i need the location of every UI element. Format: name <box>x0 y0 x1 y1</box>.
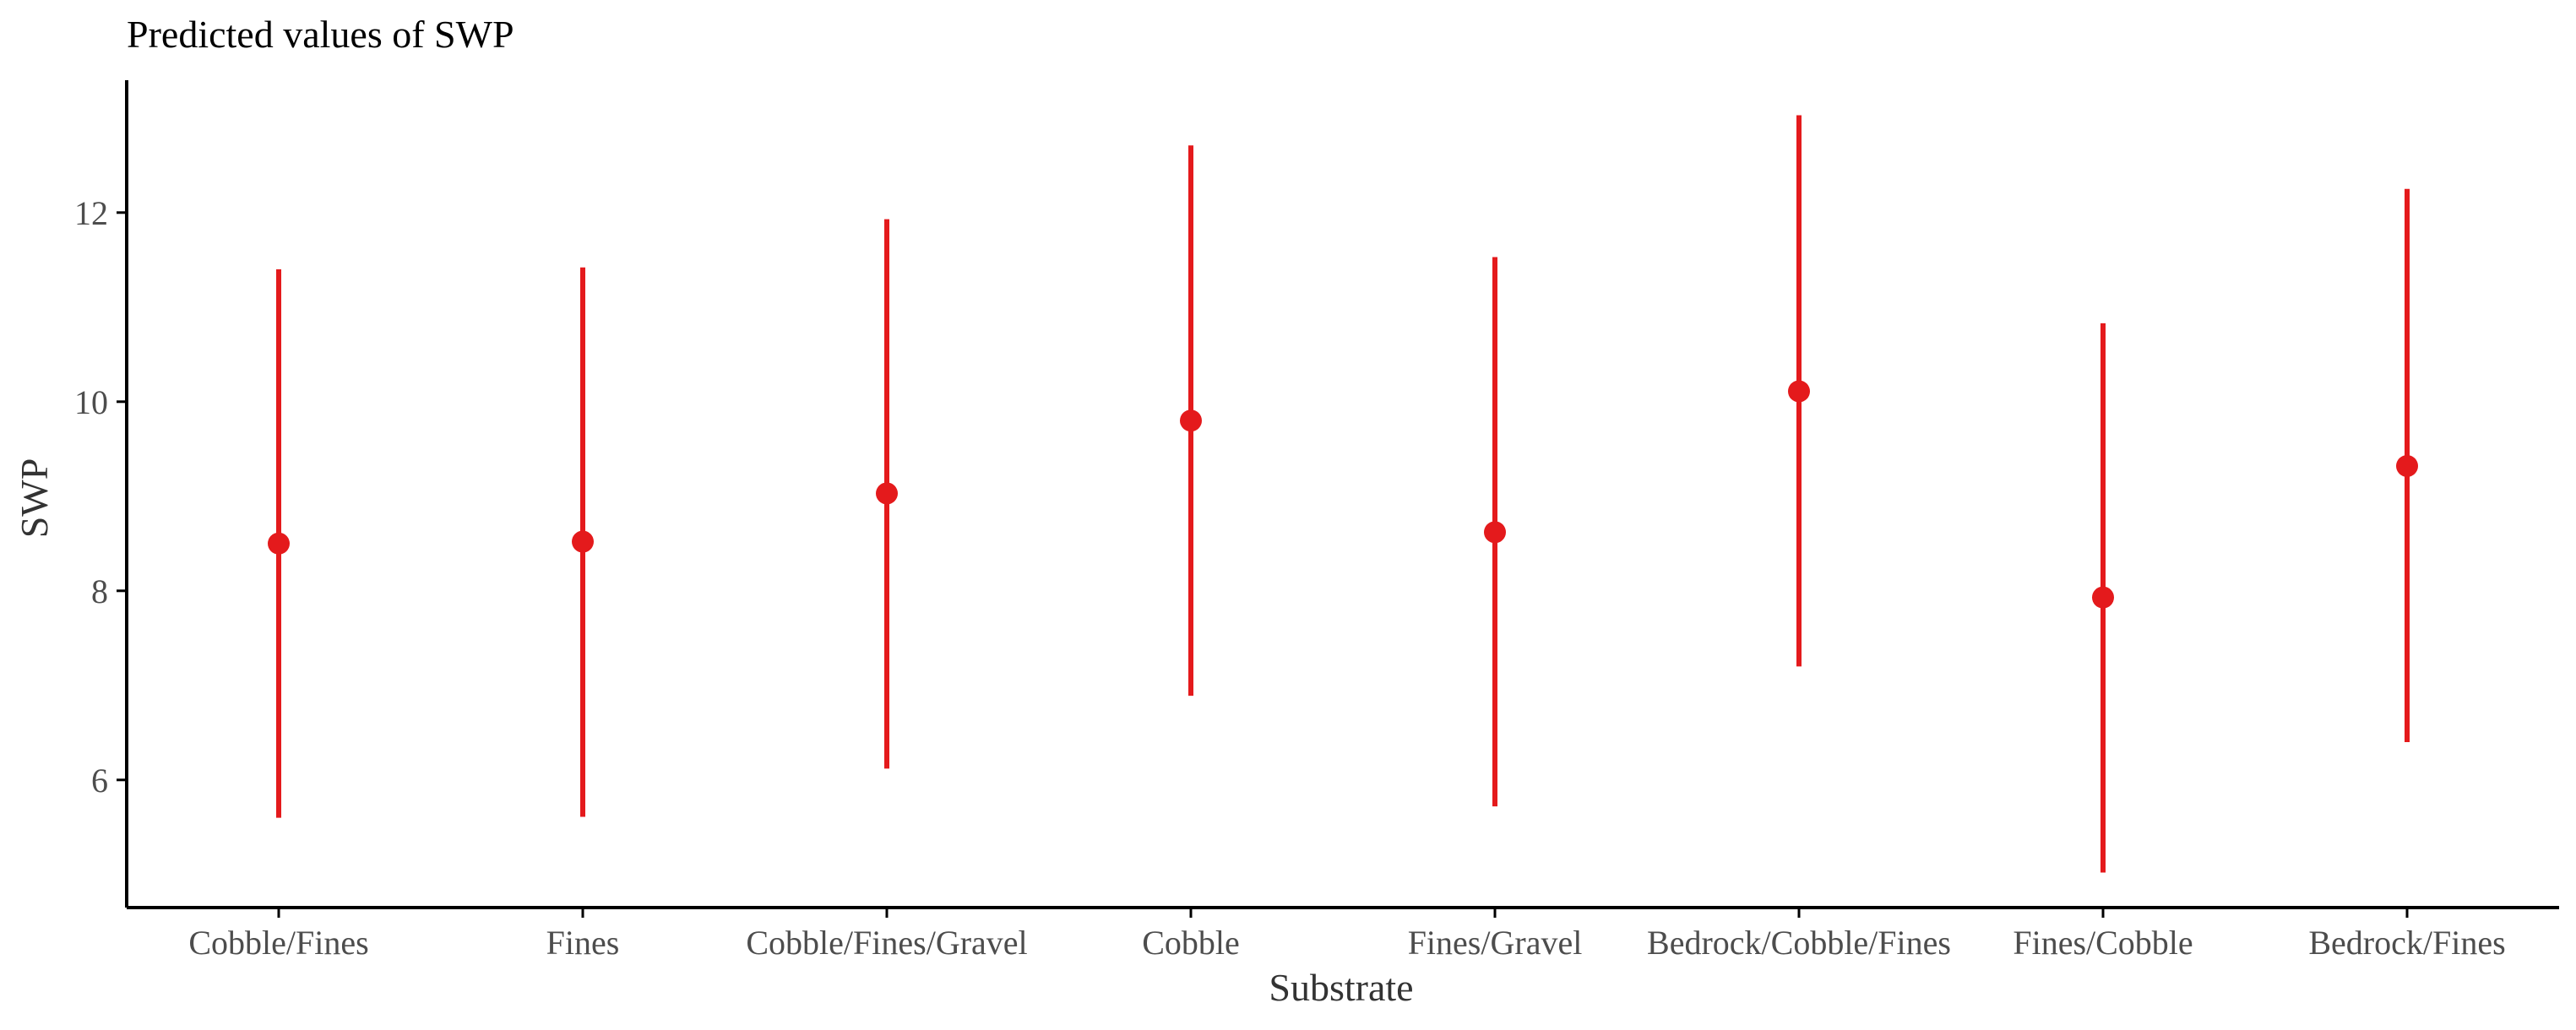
data-point <box>268 532 290 555</box>
data-point <box>2092 586 2114 609</box>
y-tick-label: 6 <box>91 762 108 800</box>
x-tick-label: Cobble/Fines <box>188 924 368 962</box>
x-tick-label: Bedrock/Fines <box>2308 924 2505 962</box>
data-point <box>2396 454 2418 477</box>
x-tick-label: Bedrock/Cobble/Fines <box>1647 924 1951 962</box>
data-point <box>1788 380 1810 403</box>
y-tick-label: 8 <box>91 572 108 610</box>
y-tick-label: 12 <box>74 194 108 232</box>
y-tick-label: 10 <box>74 383 108 421</box>
x-tick-label: Fines/Cobble <box>2013 924 2193 962</box>
data-point <box>572 530 594 553</box>
plot-area: 6 8 10 12 Cobble/Fines Fines Cobble/Fines/Grav… <box>74 80 2559 962</box>
x-tick-label: Cobble/Fines/Gravel <box>746 924 1027 962</box>
data-point <box>1484 521 1506 544</box>
data-point <box>1180 409 1202 432</box>
data-point <box>876 482 898 505</box>
x-tick-label: Fines <box>546 924 620 962</box>
y-axis-title: SWP <box>13 458 56 539</box>
x-tick-label: Fines/Gravel <box>1408 924 1583 962</box>
x-tick-label: Cobble <box>1142 924 1240 962</box>
x-axis-title: Substrate <box>1269 966 1413 1009</box>
chart-title: Predicted values of SWP <box>127 13 514 56</box>
